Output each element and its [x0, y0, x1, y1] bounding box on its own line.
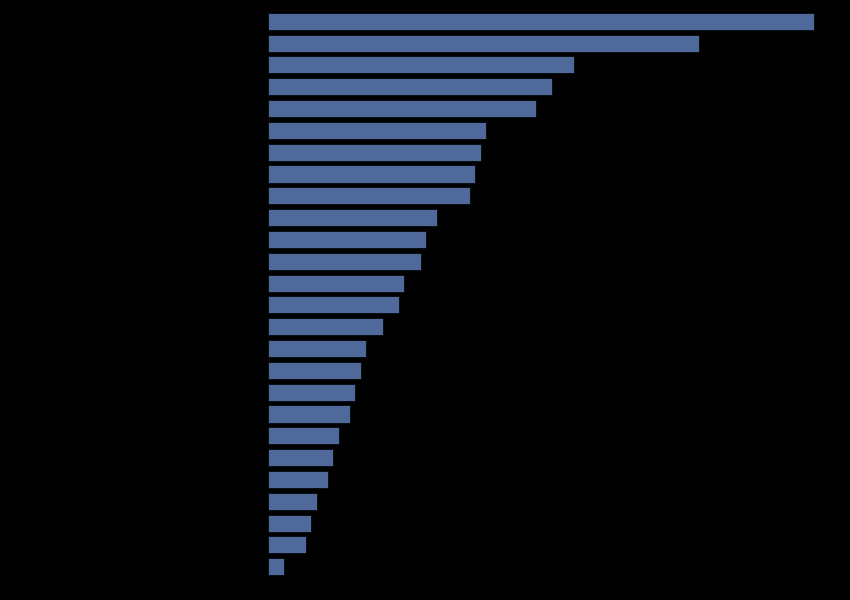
Bar	[268, 383, 355, 401]
Bar	[268, 209, 437, 226]
Bar	[268, 493, 317, 510]
Bar	[268, 187, 470, 205]
Bar	[268, 362, 360, 379]
Bar	[268, 122, 486, 139]
Bar	[268, 35, 700, 52]
Bar	[268, 166, 475, 182]
Bar	[268, 558, 284, 575]
Bar	[268, 406, 349, 422]
Bar	[268, 340, 366, 357]
Bar	[268, 13, 814, 30]
Bar	[268, 296, 399, 313]
Bar	[268, 471, 328, 488]
Bar	[268, 78, 552, 95]
Bar	[268, 275, 405, 292]
Bar	[268, 253, 421, 270]
Bar	[268, 515, 311, 532]
Bar	[268, 56, 574, 73]
Bar	[268, 231, 426, 248]
Bar	[268, 449, 333, 466]
Bar	[268, 318, 382, 335]
Bar	[268, 427, 339, 445]
Bar	[268, 536, 306, 553]
Bar	[268, 100, 536, 117]
Bar	[268, 143, 481, 161]
